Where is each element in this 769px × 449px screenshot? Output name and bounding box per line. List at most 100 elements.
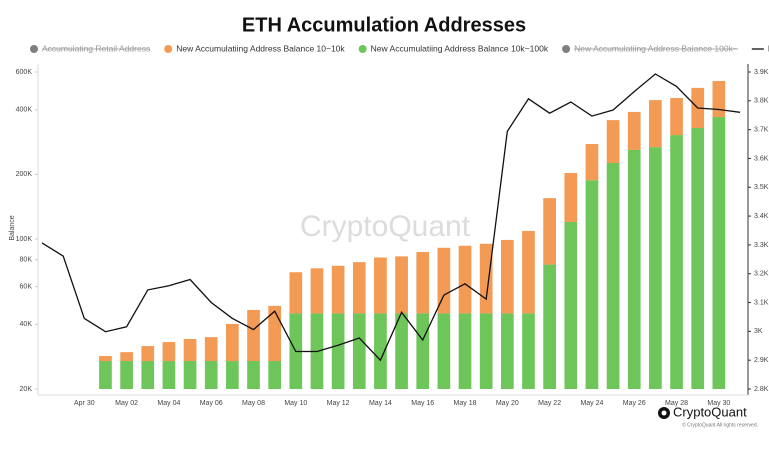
legend-label: Price <box>768 43 769 53</box>
legend-item: New Accumulatiing Address Balance 10k~10… <box>358 43 549 53</box>
y2-tick-label: 3.9K <box>754 69 769 76</box>
bar <box>606 120 620 164</box>
legend-swatch <box>164 45 173 53</box>
bar <box>522 313 535 389</box>
x-tick-label: May 02 <box>115 400 138 407</box>
bar <box>226 361 239 389</box>
bar <box>479 243 493 314</box>
bar <box>585 180 599 389</box>
bar <box>374 313 387 389</box>
x-tick-label: May 28 <box>665 400 688 407</box>
y-axis-label: Balance <box>9 215 16 240</box>
chart-title: ETH Accumulation Addresses <box>242 14 526 36</box>
x-tick-label: May 10 <box>284 400 307 407</box>
y-tick-label: 20K <box>20 386 33 393</box>
bar <box>310 268 324 314</box>
bar <box>120 352 133 362</box>
bar <box>691 128 705 389</box>
logo-icon-center <box>661 410 667 416</box>
legend-label: New Accumulatiing Address Balance 10k~10… <box>371 43 549 53</box>
x-tick-label: May 24 <box>580 400 603 407</box>
legend-item: Price <box>751 43 769 53</box>
y2-tick-label: 2.8K <box>754 386 769 393</box>
bar <box>437 247 451 314</box>
x-tick-label: May 08 <box>242 400 265 407</box>
legend-label: New Accumulatiing Address Balance 100k~ <box>574 43 738 53</box>
price-line <box>41 73 741 362</box>
bar <box>331 313 345 389</box>
legend-swatch <box>30 45 38 53</box>
bar <box>416 251 430 314</box>
y-tick-label: 60K <box>20 283 33 290</box>
legend-item: New Accumulatiing Address Balance 10~10k <box>164 43 345 53</box>
bar <box>141 361 155 389</box>
bar <box>500 313 514 389</box>
legend-swatch <box>562 45 571 53</box>
y2-tick-label: 3.4K <box>754 213 769 220</box>
x-tick-label: May 22 <box>538 400 561 407</box>
bar <box>162 361 176 389</box>
x-tick-label: May 30 <box>707 400 730 407</box>
bar <box>99 355 112 362</box>
x-tick-label: May 16 <box>411 400 434 407</box>
y-tick-label: 40K <box>20 321 33 328</box>
bar <box>395 313 408 389</box>
y2-tick-label: 3.2K <box>754 271 769 278</box>
y-tick-label: 400K <box>16 107 33 114</box>
y-tick-label: 200K <box>16 171 33 178</box>
bar <box>120 361 133 389</box>
copyright: © CryptoQuant All rights reserved. <box>682 421 758 428</box>
bar <box>289 272 303 314</box>
bar <box>183 361 197 389</box>
x-tick-label: May 06 <box>200 400 223 407</box>
x-tick-label: May 20 <box>496 400 519 407</box>
watermark: CryptoQuant <box>300 210 471 243</box>
bar <box>204 361 218 389</box>
bar <box>627 149 641 389</box>
x-tick-label: May 12 <box>327 400 350 407</box>
legend-item: New Accumulatiing Address Balance 100k~ <box>562 43 738 53</box>
bar <box>458 245 472 314</box>
bar <box>670 97 683 136</box>
bar <box>670 135 683 389</box>
x-tick-label: May 26 <box>623 400 646 407</box>
x-tick-label: May 18 <box>454 400 477 407</box>
bar <box>268 361 282 389</box>
bar <box>352 262 366 314</box>
legend-label: New Accumulatiing Address Balance 10~10k <box>176 43 345 53</box>
brand: CryptoQuant <box>673 404 747 419</box>
bar <box>99 361 112 389</box>
bar <box>331 265 345 314</box>
bar <box>247 361 260 389</box>
bar <box>374 257 387 314</box>
legend-swatch <box>358 45 367 53</box>
bar <box>183 338 197 362</box>
bar <box>268 305 282 362</box>
y-tick-label: 80K <box>20 257 33 264</box>
bar <box>649 100 662 148</box>
bar <box>585 144 599 181</box>
bar <box>226 323 239 362</box>
bar <box>543 264 556 389</box>
legend-label: Accumulating Retail Address <box>42 43 150 53</box>
y2-tick-label: 3K <box>754 328 763 335</box>
bar <box>458 313 472 389</box>
bar <box>712 117 726 390</box>
y2-tick-label: 2.9K <box>754 357 769 364</box>
y-tick-label: 100K <box>16 236 33 243</box>
bar <box>606 163 620 389</box>
bar <box>141 346 155 362</box>
bar <box>522 230 535 314</box>
x-tick-label: May 04 <box>157 400 180 407</box>
bar <box>649 147 662 389</box>
y2-tick-label: 3.3K <box>754 242 769 249</box>
bar <box>564 222 578 389</box>
y2-tick-label: 3.7K <box>754 126 769 133</box>
logo: CryptoQuant © CryptoQuant All rights res… <box>658 404 758 428</box>
bar <box>627 111 641 150</box>
y2-tick-label: 3.5K <box>754 184 769 191</box>
bar <box>500 239 514 314</box>
bar <box>543 198 556 265</box>
legend-item: Accumulating Retail Address <box>30 43 151 53</box>
bar <box>437 313 451 389</box>
